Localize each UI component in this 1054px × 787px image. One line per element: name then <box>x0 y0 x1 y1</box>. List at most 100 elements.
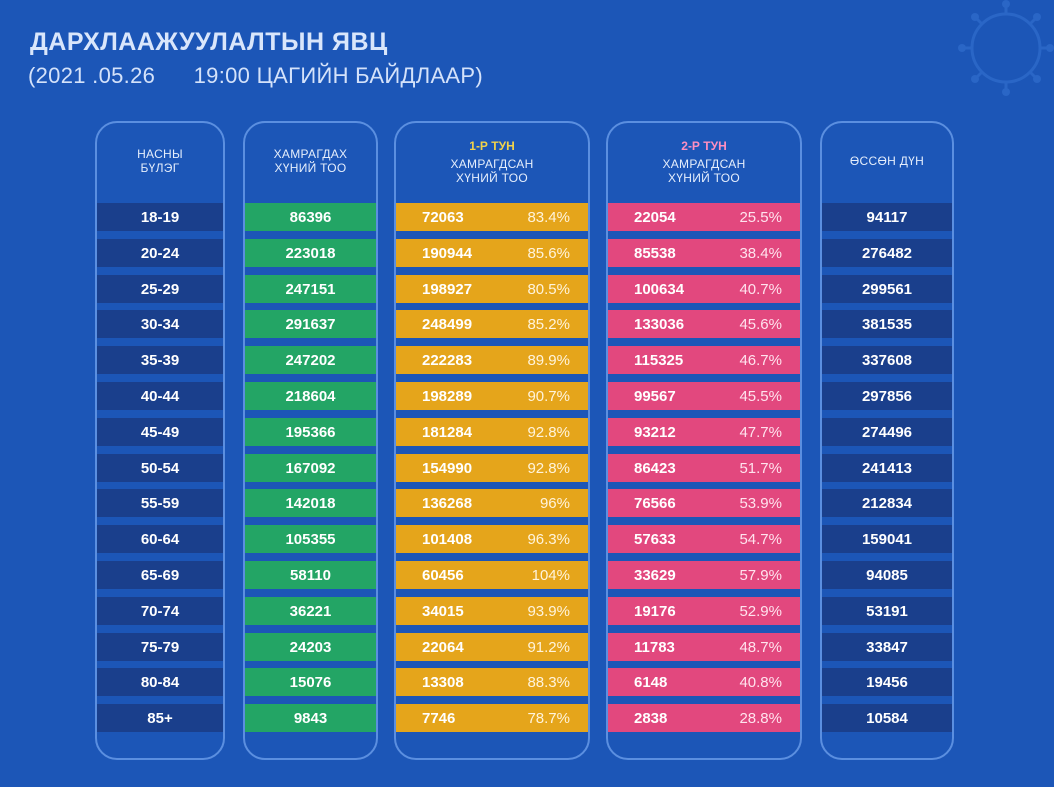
first-dose-count: 72063 <box>422 208 464 226</box>
first-dose-row: 248499 85.2% <box>396 310 588 338</box>
second-dose-count: 85538 <box>634 244 676 262</box>
first-dose-column: 1-Р ТУН ХАМРАГДСАН ХҮНИЙ ТОО 72063 83.4% 1… <box>394 121 590 760</box>
age-group-row: 35-39 <box>97 346 223 374</box>
first-dose-percent: 89.9% <box>527 351 570 369</box>
cumulative-total-row: 241413 <box>822 454 952 482</box>
cumulative-total-row: 10584 <box>822 704 952 732</box>
first-dose-count: 7746 <box>422 709 456 727</box>
age-group-row: 25-29 <box>97 275 223 303</box>
first-dose-count: 198289 <box>422 387 473 405</box>
first-dose-row: 198927 80.5% <box>396 275 588 303</box>
cumulative-total-row: 337608 <box>822 346 952 374</box>
first-dose-percent: 96% <box>539 494 570 512</box>
header-line: БҮЛЭГ <box>140 161 180 175</box>
first-dose-count: 136268 <box>422 494 473 512</box>
cumulative-total-value: 276482 <box>861 244 913 262</box>
cumulative-total-row: 297856 <box>822 382 952 410</box>
first-dose-row: 22064 91.2% <box>396 633 588 661</box>
age-group-row: 55-59 <box>97 489 223 517</box>
target-population-value: 167092 <box>285 459 336 477</box>
cumulative-total-value: 159041 <box>861 530 913 548</box>
cumulative-total-column: ӨССӨН ДҮН 94117 276482 299561 381535 337608 2… <box>820 121 954 760</box>
first-dose-row: 222283 89.9% <box>396 346 588 374</box>
virus-decoration-icon <box>958 0 1054 96</box>
cumulative-total-header: ӨССӨН ДҮН <box>822 123 952 199</box>
age-group-value: 25-29 <box>140 280 180 298</box>
second-dose-percent: 45.6% <box>739 315 782 333</box>
cumulative-total-value: 212834 <box>861 494 913 512</box>
target-population-row: 142018 <box>245 489 376 517</box>
first-dose-percent: 85.2% <box>527 315 570 333</box>
age-group-value: 85+ <box>147 709 173 727</box>
first-dose-count: 22064 <box>422 638 464 656</box>
second-dose-row: 19176 52.9% <box>608 597 800 625</box>
cumulative-total-value: 381535 <box>861 315 913 333</box>
age-group-row: 18-19 <box>97 203 223 231</box>
cumulative-total-row: 381535 <box>822 310 952 338</box>
second-dose-row: 22054 25.5% <box>608 203 800 231</box>
cumulative-total-row: 274496 <box>822 418 952 446</box>
second-dose-row: 133036 45.6% <box>608 310 800 338</box>
target-population-row: 15076 <box>245 668 376 696</box>
age-group-value: 50-54 <box>140 459 180 477</box>
age-group-value: 40-44 <box>140 387 180 405</box>
target-population-row: 58110 <box>245 561 376 589</box>
age-group-column: НАСНЫ БҮЛЭГ 18-19 20-24 25-29 30-34 35-39 40-… <box>95 121 225 760</box>
second-dose-count: 76566 <box>634 494 676 512</box>
first-dose-count: 190944 <box>422 244 473 262</box>
target-population-row: 36221 <box>245 597 376 625</box>
second-dose-count: 133036 <box>634 315 685 333</box>
cumulative-total-row: 212834 <box>822 489 952 517</box>
header-line: ХАМРАГДАХ <box>273 147 348 161</box>
age-group-value: 55-59 <box>140 494 180 512</box>
cumulative-total-value: 53191 <box>866 602 908 620</box>
header-line: ХАМРАГДСАН <box>662 156 746 171</box>
first-dose-row: 101408 96.3% <box>396 525 588 553</box>
target-population-value: 291637 <box>285 315 336 333</box>
second-dose-percent: 53.9% <box>739 494 782 512</box>
first-dose-count: 154990 <box>422 459 473 477</box>
first-dose-count: 222283 <box>422 351 473 369</box>
age-group-value: 20-24 <box>140 244 180 262</box>
second-dose-count: 2838 <box>634 709 668 727</box>
cumulative-total-value: 297856 <box>861 387 913 405</box>
cumulative-total-value: 241413 <box>861 459 913 477</box>
second-dose-row: 100634 40.7% <box>608 275 800 303</box>
target-population-value: 247202 <box>285 351 336 369</box>
age-group-row: 65-69 <box>97 561 223 589</box>
target-population-value: 9843 <box>293 709 328 727</box>
first-dose-percent: 78.7% <box>527 709 570 727</box>
first-dose-percent: 80.5% <box>527 280 570 298</box>
first-dose-count: 248499 <box>422 315 473 333</box>
second-dose-percent: 47.7% <box>739 423 782 441</box>
target-population-row: 86396 <box>245 203 376 231</box>
first-dose-row: 190944 85.6% <box>396 239 588 267</box>
target-population-value: 36221 <box>289 602 332 620</box>
first-dose-count: 34015 <box>422 602 464 620</box>
target-population-header: ХАМРАГДАХ ХҮНИЙ ТОО <box>245 123 376 199</box>
target-population-value: 58110 <box>290 566 331 584</box>
first-dose-row: 181284 92.8% <box>396 418 588 446</box>
cumulative-total-row: 299561 <box>822 275 952 303</box>
target-population-value: 223018 <box>285 244 336 262</box>
second-dose-count: 22054 <box>634 208 676 226</box>
cumulative-total-value: 10584 <box>866 709 908 727</box>
second-dose-count: 19176 <box>634 602 676 620</box>
age-group-row: 40-44 <box>97 382 223 410</box>
target-population-row: 247151 <box>245 275 376 303</box>
age-group-header: НАСНЫ БҮЛЭГ <box>97 123 223 199</box>
cumulative-total-row: 53191 <box>822 597 952 625</box>
target-population-value: 15076 <box>289 673 332 691</box>
cumulative-total-value: 33847 <box>866 638 908 656</box>
second-dose-percent: 57.9% <box>739 566 782 584</box>
second-dose-header: 2-Р ТУН ХАМРАГДСАН ХҮНИЙ ТОО <box>608 123 800 199</box>
second-dose-percent: 38.4% <box>739 244 782 262</box>
age-group-row: 60-64 <box>97 525 223 553</box>
target-population-value: 195366 <box>285 423 336 441</box>
header-line: НАСНЫ <box>137 147 183 161</box>
second-dose-row: 33629 57.9% <box>608 561 800 589</box>
page-subtitle: (2021 .05.26 19:00 ЦАГИЙН БАЙДЛААР) <box>28 63 483 88</box>
second-dose-count: 99567 <box>634 387 676 405</box>
header-line: ХҮНИЙ ТОО <box>455 170 529 185</box>
first-dose-row: 60456 104% <box>396 561 588 589</box>
